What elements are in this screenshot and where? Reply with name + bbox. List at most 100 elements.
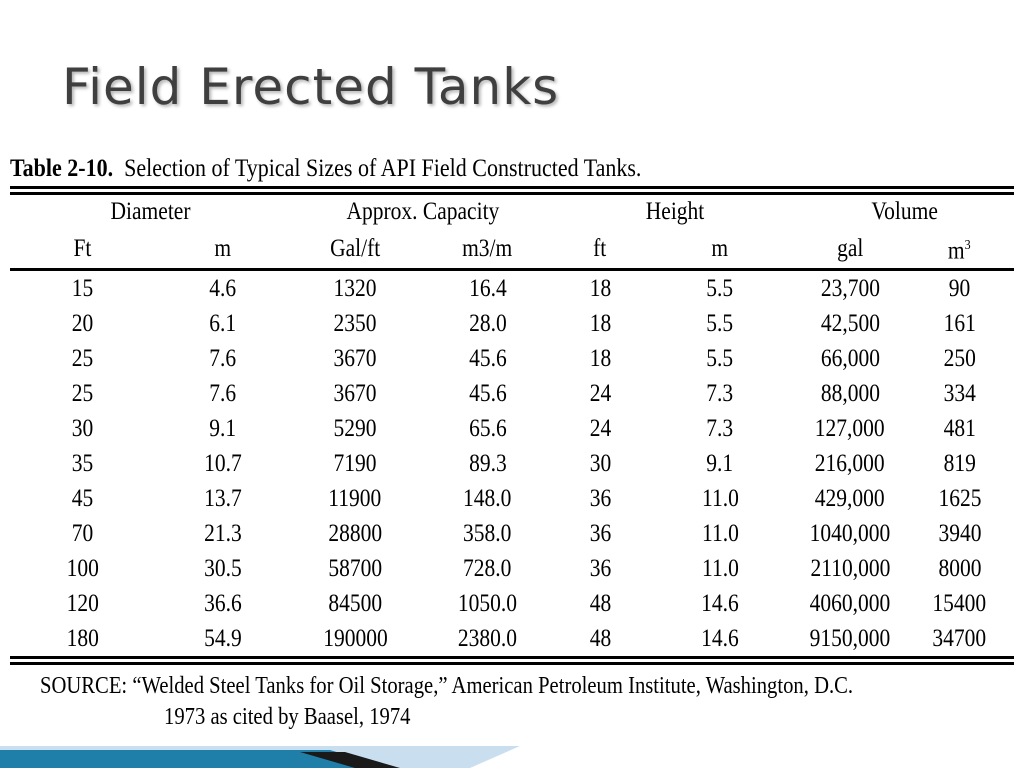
group-header-capacity: Approx. Capacity	[346, 198, 499, 225]
cell-capacity-gal-ft: 28800	[328, 520, 382, 548]
cell-height-m: 5.5	[706, 310, 734, 338]
unit-header-m3: m3	[948, 237, 971, 265]
unit-superscript: 3	[964, 238, 971, 253]
group-header-row: Diameter Approx. Capacity Height Volume	[10, 195, 1014, 229]
cell-capacity-gal-ft: 190000	[322, 625, 388, 653]
table-row: 180 54.9 190000 2380.0 48 14.6 9150,000 34700	[10, 621, 1014, 656]
table-row: 30 9.1 5290 65.6 24 7.3 127,000 481	[10, 411, 1014, 446]
cell-capacity-m3-m: 728.0	[463, 555, 512, 583]
group-header-height: Height	[645, 198, 705, 225]
cell-height-m: 5.5	[706, 345, 734, 373]
cell-diameter-ft: 180	[66, 625, 99, 653]
data-table-figure: Table 2-10. Selection of Typical Sizes o…	[10, 152, 1014, 733]
cell-diameter-m: 4.6	[209, 275, 236, 303]
cell-capacity-gal-ft: 11900	[328, 485, 382, 513]
cell-height-ft: 36	[589, 520, 611, 548]
cell-capacity-gal-ft: 84500	[328, 590, 382, 618]
cell-volume-gal: 1040,000	[809, 520, 891, 548]
cell-capacity-gal-ft: 1320	[333, 275, 377, 303]
cell-diameter-m: 6.1	[209, 310, 236, 338]
table-row: 20 6.1 2350 28.0 18 5.5 42,500 161	[10, 306, 1014, 341]
cell-volume-m3: 15400	[932, 590, 987, 618]
cell-height-ft: 30	[589, 450, 611, 478]
table-row: 70 21.3 28800 358.0 36 11.0 1040,000 3940	[10, 516, 1014, 551]
cell-height-m: 7.3	[706, 380, 734, 408]
cell-height-ft: 24	[589, 415, 611, 443]
cell-capacity-m3-m: 16.4	[468, 275, 507, 303]
cell-capacity-m3-m: 358.0	[463, 520, 512, 548]
cell-volume-m3: 250	[943, 345, 976, 373]
cell-height-ft: 48	[589, 625, 611, 653]
table-row: 25 7.6 3670 45.6 18 5.5 66,000 250	[10, 341, 1014, 376]
cell-volume-gal: 4060,000	[809, 590, 891, 618]
cell-diameter-m: 9.1	[209, 415, 236, 443]
cell-diameter-m: 13.7	[203, 485, 242, 513]
cell-capacity-gal-ft: 2350	[333, 310, 377, 338]
cell-diameter-ft: 120	[66, 590, 99, 618]
unit-header-gal: gal	[836, 234, 864, 262]
unit-header-m: m	[214, 234, 231, 262]
cell-height-ft: 18	[589, 275, 611, 303]
source-line-2: 1973 as cited by Baasel, 1974	[164, 704, 411, 731]
cell-diameter-ft: 25	[71, 380, 94, 408]
cell-height-m: 11.0	[701, 555, 739, 583]
cell-diameter-ft: 30	[71, 415, 94, 443]
cell-diameter-ft: 70	[71, 520, 94, 548]
bottom-rule	[10, 656, 1014, 666]
cell-height-m: 11.0	[701, 485, 739, 513]
table-row: 25 7.6 3670 45.6 24 7.3 88,000 334	[10, 376, 1014, 411]
cell-diameter-m: 7.6	[209, 380, 236, 408]
cell-diameter-m: 21.3	[203, 520, 242, 548]
cell-diameter-m: 10.7	[203, 450, 242, 478]
cell-volume-m3: 34700	[932, 625, 987, 653]
cell-volume-gal: 66,000	[820, 345, 880, 373]
cell-capacity-m3-m: 45.6	[468, 380, 507, 408]
cell-height-m: 9.1	[706, 450, 734, 478]
cell-capacity-m3-m: 45.6	[468, 345, 507, 373]
cell-height-ft: 36	[589, 485, 611, 513]
footer-decoration	[0, 746, 520, 768]
cell-height-ft: 36	[589, 555, 611, 583]
footer-band-dark	[300, 752, 400, 768]
cell-volume-m3: 1625	[938, 485, 981, 513]
table-caption-text: Selection of Typical Sizes of API Field …	[124, 155, 642, 182]
cell-capacity-m3-m: 1050.0	[457, 590, 518, 618]
group-header-volume: Volume	[871, 198, 938, 225]
cell-height-ft: 18	[589, 310, 611, 338]
cell-diameter-m: 30.5	[203, 555, 242, 583]
cell-height-m: 5.5	[706, 275, 734, 303]
cell-capacity-m3-m: 148.0	[463, 485, 512, 513]
cell-volume-m3: 8000	[938, 555, 981, 583]
cell-capacity-m3-m: 65.6	[468, 415, 507, 443]
cell-diameter-ft: 100	[66, 555, 99, 583]
cell-height-m: 14.6	[701, 625, 739, 653]
cell-capacity-m3-m: 89.3	[468, 450, 507, 478]
cell-diameter-ft: 25	[71, 345, 94, 373]
cell-diameter-ft: 20	[71, 310, 94, 338]
footer-band-accent	[0, 750, 390, 768]
cell-capacity-gal-ft: 7190	[333, 450, 377, 478]
cell-height-m: 14.6	[701, 590, 739, 618]
tank-sizes-table: Diameter Approx. Capacity Height Volume …	[10, 195, 1014, 268]
cell-volume-gal: 127,000	[815, 415, 885, 443]
cell-volume-gal: 9150,000	[809, 625, 891, 653]
cell-volume-gal: 42,500	[820, 310, 880, 338]
cell-volume-m3: 819	[943, 450, 976, 478]
cell-diameter-ft: 45	[71, 485, 94, 513]
cell-volume-gal: 88,000	[820, 380, 880, 408]
unit-header-gal-ft: Gal/ft	[329, 234, 381, 262]
table-row: 120 36.6 84500 1050.0 48 14.6 4060,000 15400	[10, 586, 1014, 621]
unit-header-ft: Ft	[73, 234, 92, 262]
cell-height-m: 7.3	[706, 415, 734, 443]
cell-height-ft: 48	[589, 590, 611, 618]
top-rule	[10, 186, 1014, 195]
cell-volume-gal: 23,700	[820, 275, 880, 303]
cell-capacity-m3-m: 28.0	[468, 310, 507, 338]
slide-title: Field Erected Tanks	[62, 58, 560, 116]
table-caption-number: Table 2-10.	[10, 155, 114, 182]
table-row: 100 30.5 58700 728.0 36 11.0 2110,000 8000	[10, 551, 1014, 586]
header-rule	[10, 268, 1014, 272]
unit-header-m3-m: m3/m	[462, 234, 513, 262]
table-row: 35 10.7 7190 89.3 30 9.1 216,000 819	[10, 446, 1014, 481]
unit-header-row: Ft m Gal/ft m3/m ft m gal m3	[10, 229, 1014, 268]
